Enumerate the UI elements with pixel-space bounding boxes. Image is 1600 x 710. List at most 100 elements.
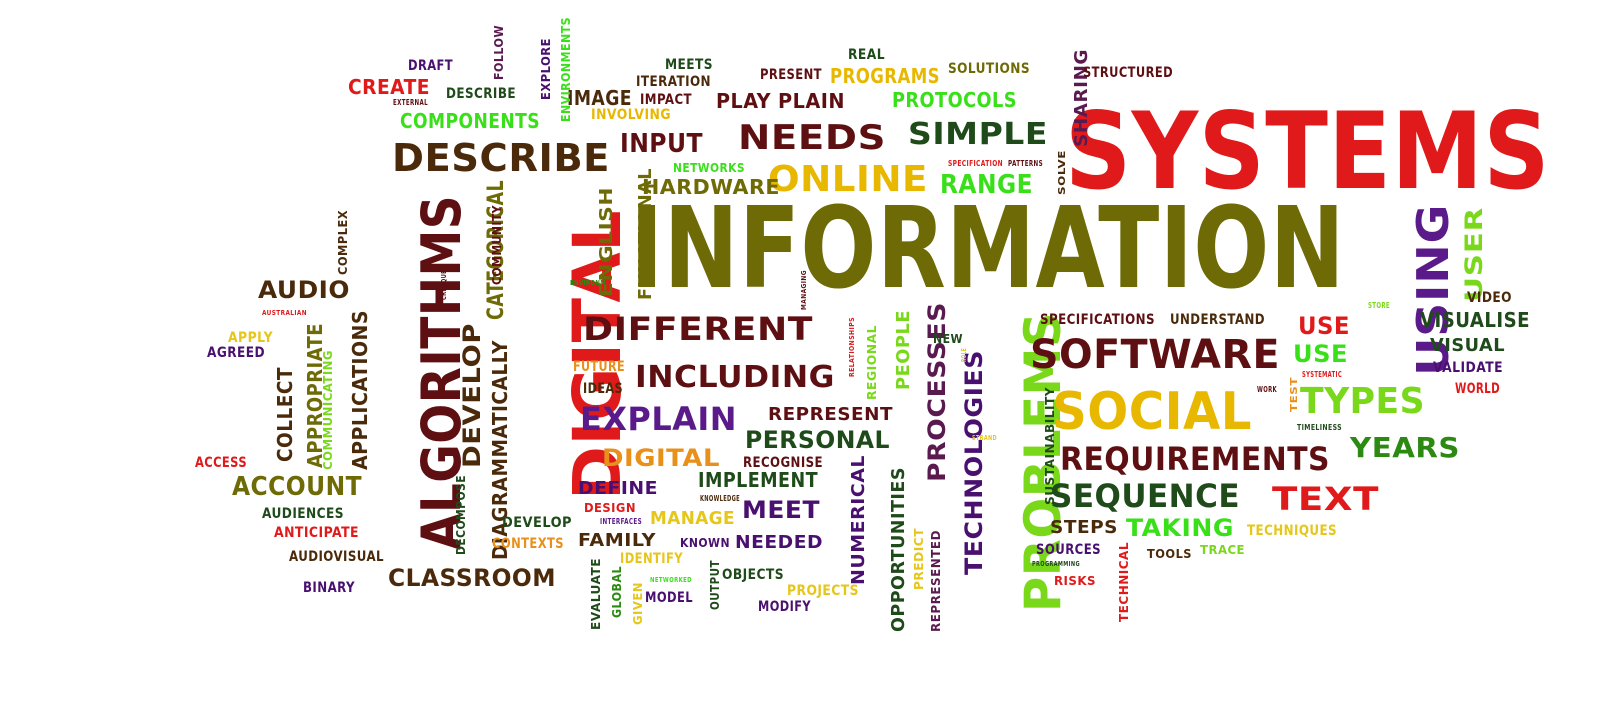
cloud-word-world: WORLD	[1455, 381, 1500, 397]
cloud-word-involving: INVOLVING	[591, 107, 671, 123]
cloud-word-model: MODEL	[645, 590, 693, 606]
cloud-word-digital: DIGITAL	[602, 444, 720, 472]
cloud-word-range: RANGE	[940, 170, 1033, 200]
cloud-word-environm: ENVIRONM	[570, 279, 606, 287]
cloud-word-risks: RISKS	[1054, 574, 1096, 588]
cloud-word-output: OUTPUT	[708, 560, 722, 610]
cloud-word-access: ACCESS	[195, 455, 247, 471]
cloud-word-information: INFORMATION	[630, 184, 1345, 314]
cloud-word-iteration: ITERATION	[636, 74, 711, 90]
cloud-word-software: SOFTWARE	[1030, 332, 1280, 378]
cloud-word-personal: PERSONAL	[745, 426, 890, 454]
cloud-word-visualise: VISUALISE	[1420, 308, 1530, 332]
cloud-word-meets: MEETS	[665, 57, 713, 73]
cloud-word-techniques: TECHNIQUES	[1247, 523, 1337, 539]
cloud-word-define: DEFINE	[578, 478, 658, 499]
cloud-word-validate: VALIDATE	[1433, 360, 1503, 376]
cloud-word-timeliness: TIMELINESS	[1297, 423, 1342, 432]
cloud-word-new: NEW	[933, 332, 963, 346]
cloud-word-numerical: NUMERICAL	[848, 455, 869, 585]
cloud-word-technical: TECHNICAL	[1117, 542, 1131, 622]
cloud-word-binary: BINARY	[303, 580, 355, 596]
cloud-word-community: COMMUNITY	[490, 205, 504, 285]
cloud-word-recognise: RECOGNISE	[743, 455, 823, 471]
cloud-word-store: STORE	[1368, 301, 1390, 310]
cloud-word-strand: STRAND	[972, 434, 997, 442]
cloud-word-functional: FUNCTIONAL	[635, 168, 656, 300]
cloud-word-play: PLAY	[716, 89, 771, 113]
cloud-word-specification: SPECIFICATION	[948, 159, 1003, 168]
cloud-word-including: INCLUDING	[635, 360, 835, 395]
cloud-word-design: DESIGN	[584, 501, 636, 515]
cloud-word-contexts: CONTEXTS	[492, 536, 564, 552]
cloud-word-follow: FOLLOW	[492, 24, 506, 80]
cloud-word-social: SOCIAL	[1052, 382, 1252, 442]
cloud-word-different: DIFFERENT	[583, 310, 813, 348]
cloud-word-hardware: HARDWARE	[642, 175, 780, 199]
cloud-word-anticipate: ANTICIPATE	[274, 525, 359, 541]
cloud-word-text: TEXT	[1272, 480, 1379, 518]
cloud-word-describe: DESCRIBE	[392, 136, 610, 180]
cloud-word-knowledge: KNOWLEDGE	[700, 494, 740, 503]
cloud-word-sources: SOURCES	[1036, 542, 1101, 558]
cloud-word-video: VIDEO	[1467, 290, 1512, 306]
cloud-word-managing: MANAGING	[800, 270, 808, 310]
cloud-word-technologies: TECHNOLOGIES	[960, 350, 988, 575]
cloud-word-agreed: AGREED	[207, 345, 265, 361]
cloud-word-opportunities: OPPORTUNITIES	[888, 467, 909, 632]
cloud-word-implement: IMPLEMENT	[698, 468, 818, 492]
cloud-word-objects: OBJECTS	[722, 567, 784, 583]
cloud-word-audiences: AUDIENCES	[262, 506, 344, 522]
cloud-word-solve: SOLVE	[1057, 150, 1068, 195]
cloud-word-protocols: PROTOCOLS	[892, 88, 1017, 112]
cloud-word-describe: DESCRIBE	[446, 86, 516, 102]
cloud-word-programs: PROGRAMS	[830, 64, 940, 88]
cloud-word-environments: ENVIRONMENTS	[559, 17, 573, 122]
cloud-word-use: USE	[1298, 312, 1350, 340]
cloud-word-develop: DEVELOP	[502, 515, 572, 531]
cloud-word-evaluate: EVALUATE	[589, 558, 603, 630]
cloud-word-draft: DRAFT	[408, 58, 453, 74]
cloud-word-sharing: SHARING	[1071, 49, 1092, 147]
cloud-word-patterns: PATTERNS	[1008, 159, 1043, 168]
cloud-word-needed: NEEDED	[735, 532, 823, 553]
cloud-word-people: PEOPLE	[893, 310, 914, 390]
cloud-word-develop: DEVELOP	[458, 323, 486, 468]
cloud-word-needs: NEEDS	[738, 118, 886, 158]
cloud-word-types: TYPES	[1300, 381, 1425, 422]
cloud-word-manage: MANAGE	[650, 508, 735, 529]
cloud-word-image: IMAGE	[567, 86, 632, 110]
cloud-word-family: FAMILY	[578, 530, 656, 551]
cloud-word-given: GIVEN	[631, 582, 645, 625]
cloud-word-solutions: SOLUTIONS	[948, 61, 1030, 77]
cloud-word-visual: VISUAL	[1430, 335, 1505, 356]
cloud-word-audiovisual: AUDIOVISUAL	[289, 549, 384, 565]
cloud-word-simple: SIMPLE	[908, 117, 1048, 152]
cloud-word-specifications: SPECIFICATIONS	[1040, 312, 1155, 328]
cloud-word-future: FUTURE	[573, 359, 625, 375]
cloud-word-audio: AUDIO	[258, 276, 350, 304]
cloud-word-structured: STRUCTURED	[1083, 65, 1173, 81]
cloud-word-work: WORK	[1257, 385, 1277, 394]
cloud-word-impact: IMPACT	[640, 92, 692, 108]
cloud-word-projects: PROJECTS	[787, 583, 859, 599]
cloud-word-years: YEARS	[1350, 431, 1460, 464]
cloud-word-present: PRESENT	[760, 67, 822, 83]
cloud-word-systems: SYSTEMS	[1065, 90, 1550, 213]
cloud-word-requirements: REQUIREMENTS	[1060, 440, 1330, 478]
cloud-word-represented: REPRESENTED	[929, 530, 943, 632]
cloud-word-represent: REPRESENT	[768, 404, 893, 425]
cloud-word-sequence: SEQUENCE	[1050, 477, 1240, 515]
cloud-word-programming: PROGRAMMING	[1032, 560, 1080, 568]
cloud-word-use: USE	[1293, 340, 1348, 368]
cloud-word-networked: NETWORKED	[650, 576, 692, 584]
cloud-word-sustainability: SUSTAINABILITY	[1043, 387, 1057, 505]
cloud-word-relationships: RELATIONSHIPS	[848, 317, 856, 377]
cloud-word-interfaces: INTERFACES	[600, 517, 642, 526]
cloud-word-user: USER	[1460, 207, 1488, 302]
cloud-word-role: ROLE	[960, 348, 968, 362]
cloud-word-systematic: SYSTEMATIC	[1302, 370, 1342, 379]
cloud-word-plain: PLAIN	[778, 89, 845, 113]
cloud-word-communicating: COMMUNICATING	[321, 350, 335, 470]
